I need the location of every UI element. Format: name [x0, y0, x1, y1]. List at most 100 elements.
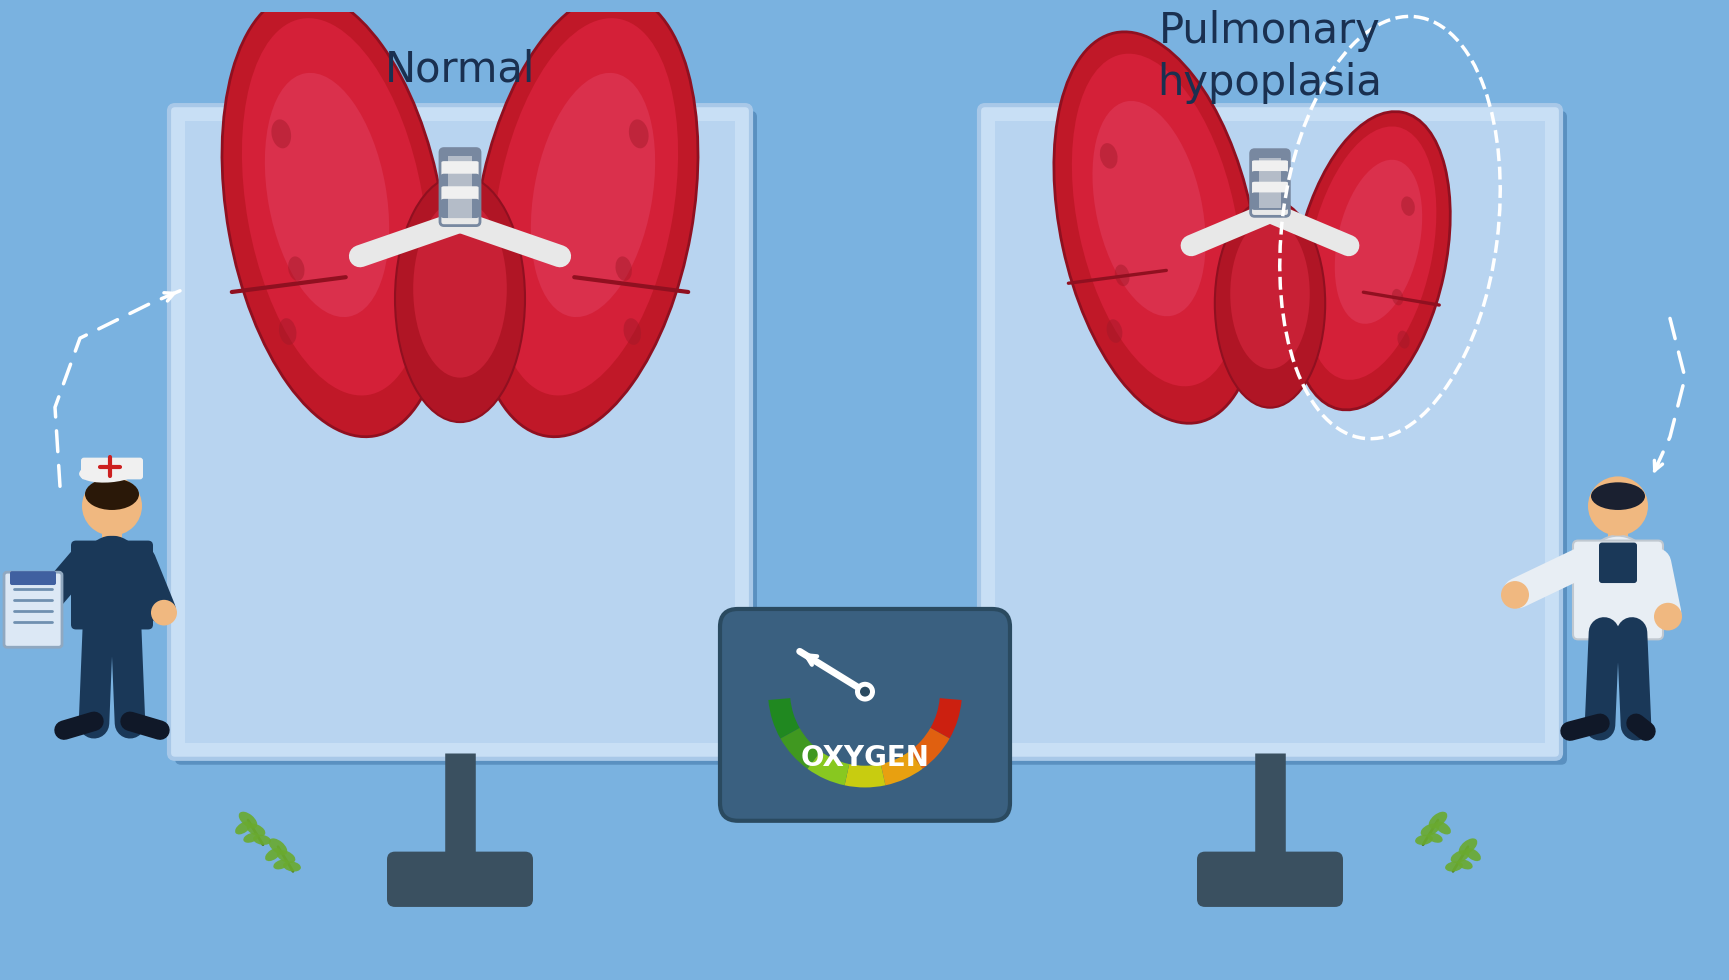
Ellipse shape — [265, 848, 280, 861]
Bar — [102, 534, 123, 552]
Circle shape — [859, 687, 870, 697]
Ellipse shape — [1397, 330, 1409, 349]
FancyBboxPatch shape — [1250, 181, 1290, 199]
Text: Pulmonary
hypoplasia: Pulmonary hypoplasia — [1157, 10, 1383, 104]
Ellipse shape — [616, 257, 631, 281]
Ellipse shape — [277, 850, 296, 863]
Ellipse shape — [265, 73, 389, 318]
Circle shape — [29, 595, 55, 620]
Ellipse shape — [1072, 54, 1241, 386]
Ellipse shape — [493, 19, 678, 396]
Ellipse shape — [1445, 861, 1463, 871]
Ellipse shape — [413, 200, 507, 377]
FancyBboxPatch shape — [439, 186, 481, 206]
FancyBboxPatch shape — [439, 149, 481, 168]
Ellipse shape — [624, 318, 641, 345]
Ellipse shape — [1414, 835, 1433, 845]
Ellipse shape — [1421, 823, 1439, 836]
Ellipse shape — [1464, 848, 1482, 861]
FancyBboxPatch shape — [1250, 192, 1290, 210]
Ellipse shape — [289, 257, 304, 281]
Ellipse shape — [1107, 319, 1122, 343]
Bar — [1259, 158, 1281, 209]
Ellipse shape — [1231, 219, 1311, 369]
Ellipse shape — [268, 838, 287, 855]
Bar — [1608, 534, 1629, 552]
Ellipse shape — [76, 536, 149, 634]
Ellipse shape — [1579, 536, 1658, 644]
Circle shape — [1587, 476, 1648, 536]
Text: OXYGEN: OXYGEN — [801, 745, 930, 772]
FancyBboxPatch shape — [439, 199, 481, 218]
Ellipse shape — [242, 19, 429, 396]
Ellipse shape — [271, 120, 290, 148]
Ellipse shape — [1305, 126, 1437, 380]
Bar — [448, 157, 472, 218]
FancyBboxPatch shape — [81, 458, 144, 479]
Ellipse shape — [247, 823, 265, 836]
Ellipse shape — [1435, 821, 1451, 834]
FancyBboxPatch shape — [387, 852, 533, 906]
FancyBboxPatch shape — [175, 111, 757, 764]
Wedge shape — [930, 698, 961, 739]
Ellipse shape — [273, 859, 289, 869]
FancyBboxPatch shape — [1573, 541, 1663, 639]
Ellipse shape — [1428, 833, 1442, 843]
Circle shape — [856, 682, 875, 702]
Ellipse shape — [278, 318, 296, 345]
Ellipse shape — [1591, 482, 1644, 510]
Ellipse shape — [394, 175, 526, 422]
Bar — [185, 121, 735, 743]
Text: Normal: Normal — [386, 49, 536, 90]
FancyBboxPatch shape — [439, 173, 481, 193]
Ellipse shape — [472, 0, 699, 437]
FancyBboxPatch shape — [1250, 172, 1290, 188]
FancyBboxPatch shape — [10, 571, 55, 585]
Ellipse shape — [80, 461, 140, 482]
Wedge shape — [807, 752, 849, 785]
FancyBboxPatch shape — [1196, 852, 1343, 906]
Ellipse shape — [1458, 859, 1473, 869]
Wedge shape — [880, 752, 923, 785]
Ellipse shape — [531, 73, 655, 318]
FancyBboxPatch shape — [439, 161, 481, 180]
FancyBboxPatch shape — [71, 541, 152, 629]
FancyBboxPatch shape — [979, 105, 1561, 759]
FancyBboxPatch shape — [1250, 150, 1290, 168]
Ellipse shape — [1215, 199, 1324, 408]
Ellipse shape — [1392, 289, 1404, 306]
Ellipse shape — [1400, 196, 1414, 216]
Wedge shape — [780, 728, 821, 768]
Circle shape — [150, 600, 176, 625]
Ellipse shape — [244, 833, 259, 843]
Ellipse shape — [1451, 850, 1470, 863]
Ellipse shape — [1459, 838, 1477, 855]
Ellipse shape — [221, 0, 448, 437]
Ellipse shape — [252, 835, 271, 845]
Ellipse shape — [85, 478, 138, 510]
Circle shape — [1655, 603, 1682, 630]
FancyBboxPatch shape — [1599, 543, 1637, 583]
Circle shape — [1501, 581, 1528, 609]
Ellipse shape — [239, 811, 258, 828]
FancyBboxPatch shape — [719, 609, 1010, 821]
Ellipse shape — [1100, 143, 1117, 169]
Ellipse shape — [1093, 101, 1205, 317]
Ellipse shape — [284, 861, 301, 871]
Bar — [994, 121, 1546, 743]
Ellipse shape — [1115, 265, 1129, 286]
Ellipse shape — [1055, 31, 1259, 423]
Ellipse shape — [1292, 112, 1451, 410]
Ellipse shape — [629, 120, 648, 148]
Ellipse shape — [1335, 160, 1423, 323]
FancyBboxPatch shape — [986, 111, 1566, 764]
Circle shape — [81, 476, 142, 536]
Ellipse shape — [1428, 811, 1447, 828]
FancyBboxPatch shape — [3, 572, 62, 647]
Wedge shape — [844, 764, 885, 788]
Ellipse shape — [235, 821, 251, 834]
Wedge shape — [909, 728, 949, 768]
FancyBboxPatch shape — [1250, 161, 1290, 178]
Wedge shape — [768, 698, 799, 739]
FancyBboxPatch shape — [169, 105, 750, 759]
